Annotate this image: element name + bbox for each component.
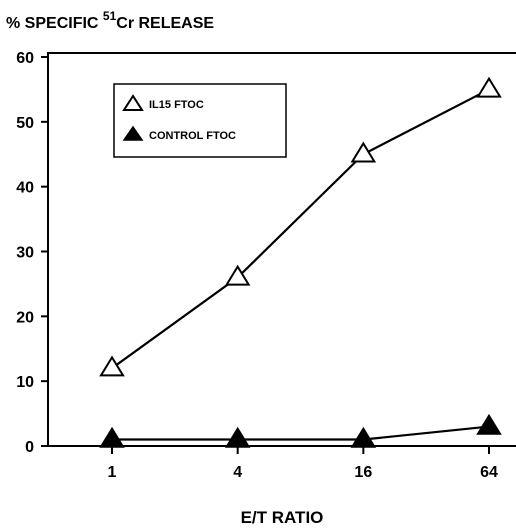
y-tick-label-10: 10: [16, 374, 34, 391]
y-axis-title-suffix: Cr RELEASE: [116, 15, 214, 32]
y-tick-label-30: 30: [16, 245, 34, 262]
y-tick-label-50: 50: [16, 115, 34, 132]
y-tick-label-60: 60: [16, 50, 34, 67]
data-point-il15-ftoc-1: [99, 355, 125, 377]
y-tick-label-40: 40: [16, 180, 34, 197]
x-axis: 1 4 16 64: [108, 446, 498, 481]
data-point-control-ftoc-1: [99, 426, 125, 448]
data-point-il15-ftoc-4: [224, 264, 251, 286]
series-layer: [99, 76, 502, 448]
legend: IL15 FTOC CONTROL FTOC: [113, 83, 287, 158]
data-point-control-ftoc-4: [224, 426, 251, 448]
legend-label-control: CONTROL FTOC: [149, 130, 236, 142]
x-tick-label-1: 1: [108, 464, 117, 481]
y-tick-label-20: 20: [16, 309, 34, 326]
legend-label-il15: IL15 FTOC: [149, 99, 204, 111]
series-line-il15-ftoc: [111, 88, 490, 370]
x-tick-label-16: 16: [354, 464, 372, 481]
legend-marker-control: [122, 125, 144, 141]
y-axis-title: % SPECIFIC 51Cr RELEASE: [6, 9, 214, 32]
y-tick-label-0: 0: [25, 439, 34, 456]
legend-marker-il15: [122, 94, 144, 111]
x-axis-label: E/T RATIO: [241, 508, 324, 527]
y-axis-title-prefix: % SPECIFIC: [6, 15, 103, 32]
data-point-control-ftoc-16: [350, 426, 377, 448]
data-point-il15-ftoc-16: [350, 141, 377, 163]
legend-box: [113, 83, 287, 158]
x-tick-label-64: 64: [480, 464, 498, 481]
y-axis-title-superscript: 51: [103, 9, 117, 23]
data-point-il15-ftoc-64: [476, 76, 502, 98]
data-point-control-ftoc-64: [476, 413, 502, 435]
series-line-control-ftoc: [112, 425, 490, 441]
plot-frame: [47, 52, 516, 447]
y-axis: 0 10 20 30 40 50 60: [16, 50, 48, 456]
x-tick-label-4: 4: [233, 464, 242, 481]
